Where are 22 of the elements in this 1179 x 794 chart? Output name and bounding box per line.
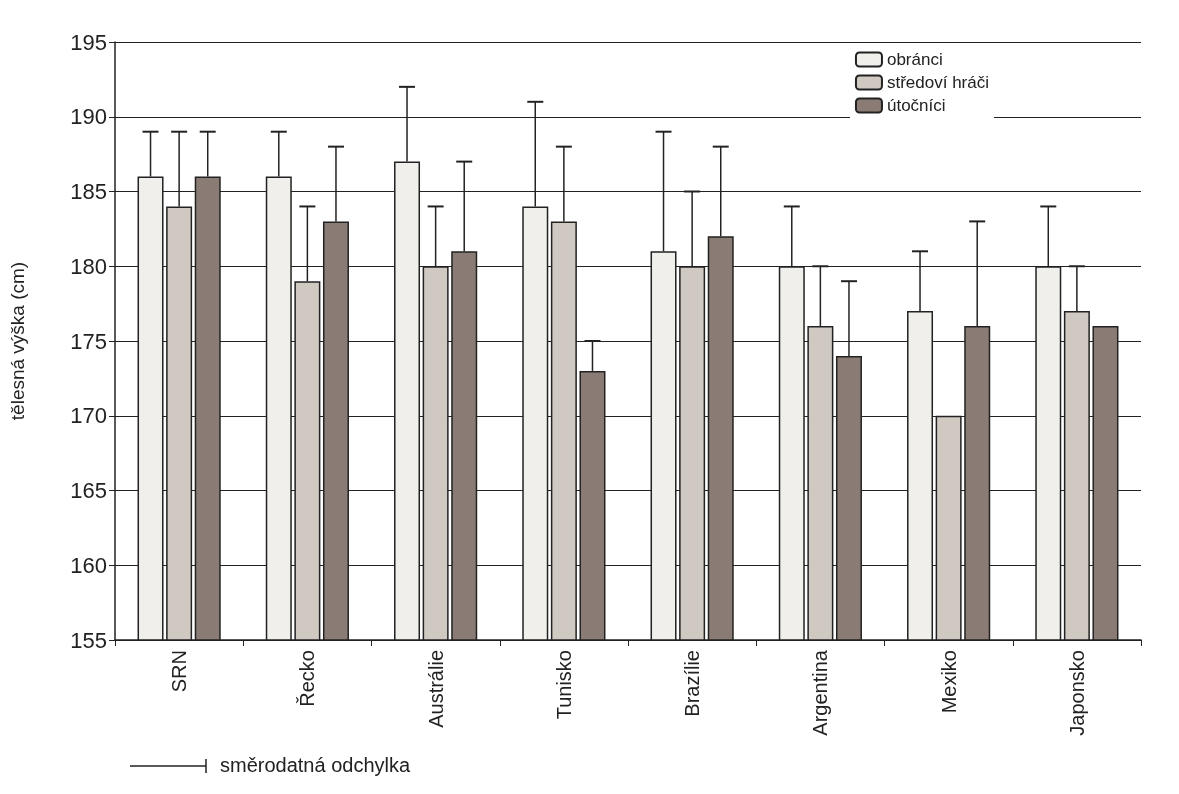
y-tick-label: 195 bbox=[70, 29, 107, 55]
y-axis-title: tělesná výška (cm) bbox=[7, 261, 28, 421]
x-tick-label: Austrálie bbox=[424, 650, 447, 728]
x-tick-label: Brazílie bbox=[681, 650, 704, 717]
y-tick-label: 165 bbox=[70, 478, 107, 503]
y-tick-label: 185 bbox=[70, 179, 107, 204]
legend-label: středoví hráči bbox=[886, 73, 990, 92]
legend-label: obránci bbox=[886, 50, 943, 69]
x-tick-label: Japonsko bbox=[1065, 650, 1088, 736]
y-tick-label: 160 bbox=[70, 552, 107, 578]
y-tick-label: 190 bbox=[70, 104, 107, 130]
x-tick-label: Řecko bbox=[296, 650, 319, 707]
legend-label: útočníci bbox=[886, 96, 946, 115]
x-tick-label: Tunisko bbox=[552, 650, 575, 720]
y-tick-label: 155 bbox=[70, 627, 107, 653]
y-tick-label: 170 bbox=[70, 403, 107, 429]
text: směrodatná odchylka bbox=[220, 754, 411, 777]
y-tick-label: 175 bbox=[70, 328, 107, 354]
x-tick-label: Mexiko bbox=[937, 650, 960, 714]
x-tick-label: SRN bbox=[168, 650, 191, 693]
y-tick-label: 180 bbox=[70, 253, 107, 279]
x-tick-label: Argentina bbox=[809, 649, 832, 736]
